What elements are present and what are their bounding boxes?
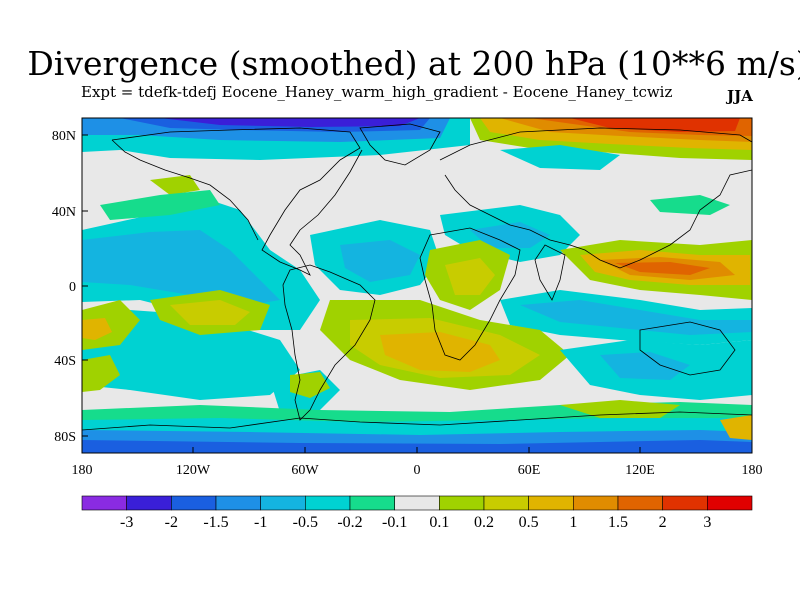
colorbar-label: 1.5 [608,514,628,531]
colorbar-label: 0.2 [474,514,494,531]
field-region [615,262,710,275]
coastline-alaska [111,139,259,241]
lon-label-180w: 180 [72,463,93,478]
colorbar-swatch [81,495,127,511]
lat-label-40n: 40N [52,205,76,220]
colorbar-label: -3 [120,514,133,531]
colorbar-swatch [707,495,753,511]
coastline-india [534,244,566,301]
colorbar-swatch [573,495,619,511]
coastline-greenland [359,123,441,166]
latitude-labels: 80N 40N 0 40S 80S [52,129,76,445]
experiment-subtitle: Expt = tdefk-tdefj Eocene_Haney_warm_hig… [81,83,673,101]
field-region [170,300,250,325]
lat-label-eq: 0 [69,280,76,295]
colorbar-swatch [171,495,217,511]
field-region [82,310,300,400]
colorbar-label: -2 [165,514,178,531]
colorbar-swatch [126,495,172,511]
field-region [150,175,200,195]
colorbar-swatch [617,495,663,511]
colorbar-label: 2 [659,514,667,531]
colorbar-label: 1 [569,514,577,531]
coastline-north-america [111,127,363,276]
axis-ticks [82,134,641,453]
field-region [82,230,280,305]
field-region [720,415,752,440]
lon-label-60w: 60W [291,463,319,478]
colorbar-label: 0.5 [519,514,539,531]
field-region [100,190,220,220]
colorbar-swatch [662,495,708,511]
field-region [82,355,120,392]
colorbar-label: 3 [703,514,711,531]
coastline-south-america [282,264,376,421]
colorbar-label: 0.1 [429,514,449,531]
coastline-eurasia [439,127,752,269]
plot-title: Divergence (smoothed) at 200 hPa (10**6 … [27,44,800,83]
colorbar-swatch [439,495,485,511]
colorbar-swatch [528,495,574,511]
colorbar-label: -0.2 [337,514,362,531]
field-region [600,352,690,380]
field-region [340,240,420,282]
colorbar-swatch [483,495,529,511]
field-region [82,440,752,453]
field-region [380,332,500,372]
lon-label-60e: 60E [518,463,541,478]
colorbar-label: -0.5 [293,514,318,531]
colorbar-label: -1 [254,514,267,531]
divergence-field [82,118,752,453]
colorbar-swatch [305,495,351,511]
field-region [445,258,495,295]
colorbar-swatch [260,495,306,511]
longitude-labels: 180 120W 60W 0 60E 120E 180 [72,463,763,478]
colorbar-swatch [349,495,395,511]
lon-label-120e: 120E [625,463,655,478]
field-region [470,222,550,248]
field-region [82,318,112,340]
coastline-africa [419,227,521,361]
field-region [570,118,740,132]
lon-label-120w: 120W [176,463,211,478]
coastline-australia [639,321,736,376]
colorbar-swatch [215,495,261,511]
colorbar-label: -0.1 [382,514,407,531]
lat-label-80s: 80S [54,430,76,445]
field-region [520,300,752,335]
coastlines [82,123,752,431]
colorbar-swatch [394,495,440,511]
colorbar-labels: -3 -2 -1.5 -1 -0.5 -0.2 -0.1 0.1 0.2 0.5 1 1.5 2 3 [120,514,711,531]
lon-label-0: 0 [414,463,421,478]
field-region [160,118,420,127]
field-region [500,145,620,170]
season-label: JJA [727,87,753,105]
lat-label-40s: 40S [54,354,76,369]
field-region [650,195,730,215]
lon-label-180e: 180 [742,463,763,478]
coastline-antarctica [82,411,752,431]
colorbar [81,495,753,511]
colorbar-label: -1.5 [203,514,228,531]
lat-label-80n: 80N [52,129,76,144]
